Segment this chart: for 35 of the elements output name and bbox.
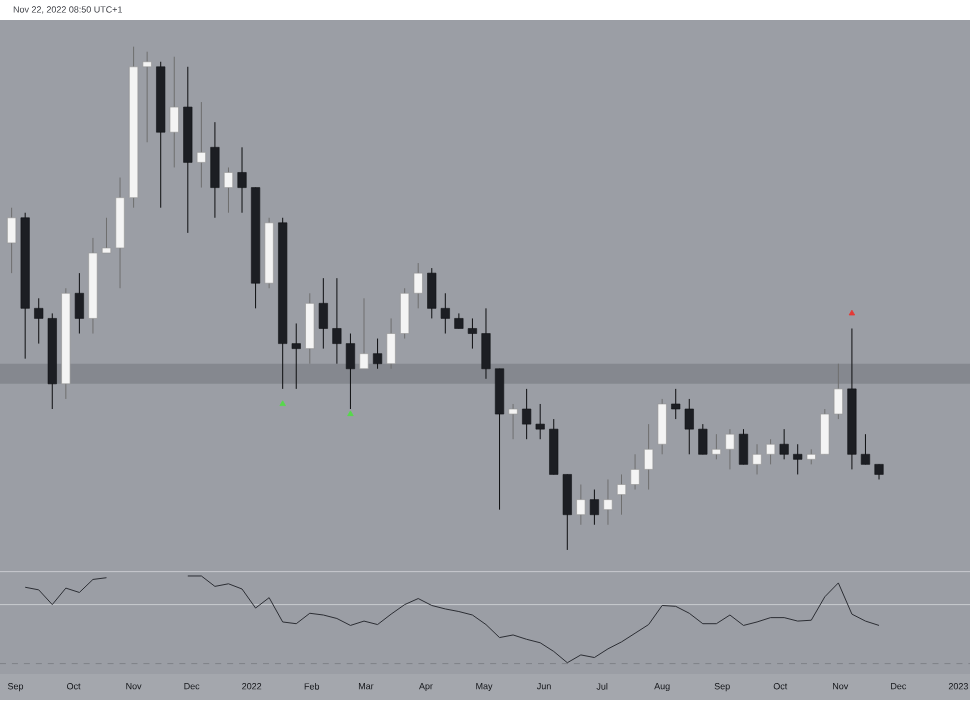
candlestick bbox=[603, 478, 613, 526]
candlestick bbox=[589, 489, 599, 526]
candlestick bbox=[318, 277, 328, 350]
candlestick bbox=[725, 428, 735, 470]
candlestick bbox=[630, 453, 640, 491]
candlestick bbox=[738, 428, 749, 465]
candlestick bbox=[793, 443, 803, 475]
candlestick bbox=[223, 166, 234, 214]
candlestick bbox=[481, 307, 491, 380]
candlestick bbox=[752, 443, 762, 475]
candlestick bbox=[7, 207, 17, 274]
candlestick bbox=[766, 438, 776, 465]
candlestick bbox=[305, 292, 315, 365]
candlestick bbox=[644, 423, 654, 491]
candlestick bbox=[74, 272, 84, 335]
candlestick bbox=[372, 338, 383, 370]
candlestick bbox=[711, 433, 721, 460]
candlestick bbox=[386, 317, 396, 370]
candlestick bbox=[779, 428, 789, 460]
candlestick bbox=[860, 433, 871, 465]
candlestick bbox=[616, 473, 627, 516]
candlestick bbox=[494, 368, 505, 511]
candlestick bbox=[169, 56, 179, 168]
candlestick bbox=[345, 333, 355, 410]
candlestick bbox=[196, 101, 206, 189]
candlestick bbox=[237, 146, 247, 214]
candlestick bbox=[359, 297, 369, 370]
candlestick bbox=[698, 423, 708, 455]
candlestick bbox=[576, 484, 586, 526]
candlestick bbox=[210, 121, 220, 219]
candlestick bbox=[508, 403, 518, 440]
candlestick bbox=[332, 277, 342, 365]
candlestick bbox=[101, 217, 112, 254]
candlestick bbox=[657, 398, 667, 455]
candlestick bbox=[467, 317, 477, 350]
